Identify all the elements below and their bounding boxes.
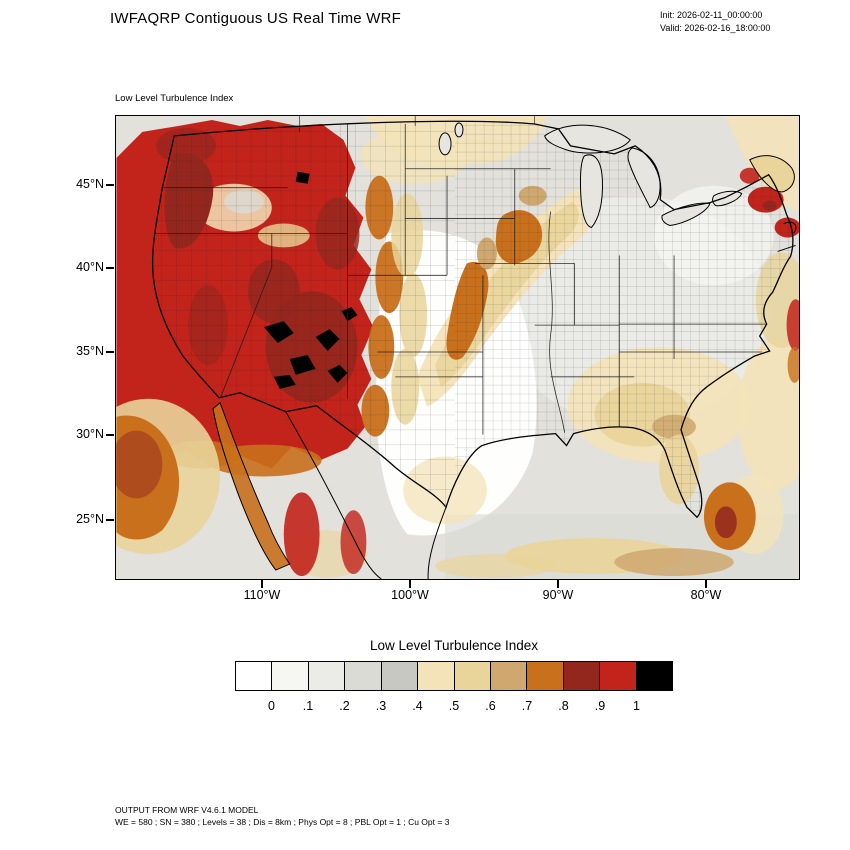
map-plot-area [115, 115, 800, 580]
colorbar-tick-label: .2 [339, 699, 350, 713]
run-time-block: Init: 2026-02-11_00:00:00 Valid: 2026-02… [660, 9, 770, 35]
colorbar-tick-label: .1 [302, 699, 314, 713]
lake-michigan [579, 154, 603, 229]
us-turbulence-map [116, 116, 799, 579]
manitoba-lake-small [454, 122, 464, 138]
lon-tick-label-100w: 100°W [391, 588, 429, 602]
field-label: Low Level Turbulence Index [115, 93, 234, 104]
colorbar-swatch [417, 661, 455, 691]
manitoba-lake [438, 132, 452, 156]
lat-tick-mark [106, 519, 114, 521]
colorbar-swatch [526, 661, 564, 691]
colorbar-tick-label: .6 [485, 699, 496, 713]
lon-tick-mark [261, 580, 263, 588]
coastlines [212, 116, 797, 579]
model-version-line: OUTPUT FROM WRF V4.6.1 MODEL [115, 805, 259, 815]
colorbar-swatch [453, 661, 491, 691]
lake-superior [544, 124, 631, 154]
colorbar-title: Low Level Turbulence Index [369, 638, 539, 653]
colorbar-tick-label: 0 [268, 699, 275, 713]
lat-tick-label-35n: 35°N [76, 344, 104, 358]
mexico-gulf-coast [427, 507, 447, 579]
colorbar-swatch [489, 661, 528, 691]
colorbar-tick-label: .5 [448, 699, 460, 713]
lat-tick-label-25n: 25°N [76, 512, 104, 526]
lon-tick-label-80w: 80°W [690, 588, 722, 602]
nova-scotia-outline [749, 155, 795, 193]
lake-ontario [712, 190, 743, 207]
lon-tick-label-110w: 110°W [243, 588, 281, 602]
baja-peninsula-outline [212, 401, 291, 571]
colorbar-swatch [635, 661, 674, 691]
lat-tick-mark [106, 267, 114, 269]
lon-tick-mark [409, 580, 411, 588]
colorbar-tick-label: .7 [521, 699, 533, 713]
cape-cod [783, 221, 797, 234]
model-info-block: OUTPUT FROM WRF V4.6.1 MODEL WE = 580 ; … [115, 805, 449, 828]
colorbar-swatch [235, 661, 273, 691]
colorbar-tick-label: .9 [594, 699, 606, 713]
lake-erie [661, 202, 711, 227]
lat-tick-label-45n: 45°N [76, 177, 104, 191]
lon-tick-mark [557, 580, 559, 588]
us-border [151, 120, 794, 519]
colorbar-swatch [271, 661, 309, 691]
colorbar-swatch [599, 661, 637, 691]
lat-tick-mark [106, 184, 114, 186]
lat-tick-label-40n: 40°N [76, 260, 104, 274]
mexico-pacific-coast [285, 411, 382, 579]
model-config-line: WE = 580 ; SN = 380 ; Levels = 38 ; Dis … [115, 816, 450, 827]
lon-tick-mark [705, 580, 707, 588]
colorbar-swatch [307, 661, 346, 691]
colorbar-swatch [562, 661, 601, 691]
colorbar-tick-label: .3 [375, 699, 387, 713]
lat-tick-label-30n: 30°N [76, 427, 104, 441]
colorbar-swatch [344, 661, 382, 691]
page-title: IWFAQRP Contiguous US Real Time WRF [110, 10, 401, 27]
colorbar-swatch [380, 661, 419, 691]
valid-time-label: Valid: 2026-02-16_18:00:00 [660, 23, 771, 33]
colorbar-ticks: 0 .1 .2 .3 .4 .5 .6 .7 .8 .9 1 [235, 699, 673, 715]
lon-tick-label-90w: 90°W [542, 588, 574, 602]
lat-tick-mark [106, 351, 114, 353]
colorbar-swatches [235, 661, 674, 691]
lat-tick-mark [106, 434, 114, 436]
state-boundaries [153, 121, 766, 435]
colorbar-tick-label: .4 [412, 699, 423, 713]
init-time-label: Init: 2026-02-11_00:00:00 [660, 10, 763, 20]
colorbar-tick-label: 1 [633, 699, 640, 713]
colorbar-tick-label: .8 [558, 699, 569, 713]
